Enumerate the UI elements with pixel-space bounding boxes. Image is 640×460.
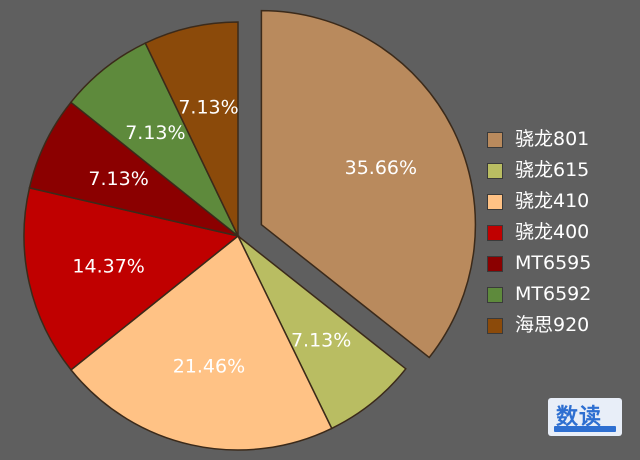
legend-label-2: 骁龙615 bbox=[515, 159, 590, 181]
slice-label-6: 7.13% bbox=[125, 122, 185, 144]
pie-slice-7 bbox=[144, 21, 239, 237]
legend-swatch-4 bbox=[487, 224, 503, 241]
legend-label-4: 骁龙400 bbox=[515, 221, 590, 243]
slice-label-1: 35.66% bbox=[345, 157, 417, 179]
legend-label-7: 海思920 bbox=[515, 314, 590, 336]
pie-slice-1 bbox=[260, 9, 477, 359]
legend: 骁龙801 骁龙615 骁龙410 骁龙400 MT6595 MT6592 海思920 bbox=[487, 124, 591, 341]
slice-label-4: 14.37% bbox=[72, 256, 144, 278]
legend-swatch-5 bbox=[487, 255, 503, 272]
legend-label-3: 骁龙410 bbox=[515, 190, 590, 212]
watermark-bar bbox=[554, 426, 616, 432]
legend-item-6: MT6592 bbox=[487, 279, 591, 310]
watermark-text: 数读 bbox=[556, 405, 603, 430]
legend-item-7: 海思920 bbox=[487, 310, 591, 341]
legend-swatch-1 bbox=[487, 131, 503, 148]
slice-label-3: 21.46% bbox=[173, 355, 245, 377]
legend-swatch-3 bbox=[487, 193, 503, 210]
pie-slice-4 bbox=[23, 186, 240, 371]
slice-label-7: 7.13% bbox=[178, 97, 238, 119]
slice-label-2: 7.13% bbox=[291, 329, 351, 351]
legend-item-2: 骁龙615 bbox=[487, 155, 591, 186]
legend-item-1: 骁龙801 bbox=[487, 124, 591, 155]
slice-label-5: 7.13% bbox=[88, 168, 148, 190]
legend-swatch-6 bbox=[487, 286, 503, 303]
legend-item-4: 骁龙400 bbox=[487, 217, 591, 248]
legend-label-5: MT6595 bbox=[515, 252, 592, 274]
legend-item-5: MT6595 bbox=[487, 248, 591, 279]
legend-swatch-7 bbox=[487, 317, 503, 334]
legend-label-6: MT6592 bbox=[515, 283, 592, 305]
legend-swatch-2 bbox=[487, 162, 503, 179]
shudu-watermark-logo: 数读 bbox=[548, 398, 622, 436]
legend-label-1: 骁龙801 bbox=[515, 128, 590, 150]
legend-item-3: 骁龙410 bbox=[487, 186, 591, 217]
pie-slice-3 bbox=[69, 234, 333, 451]
